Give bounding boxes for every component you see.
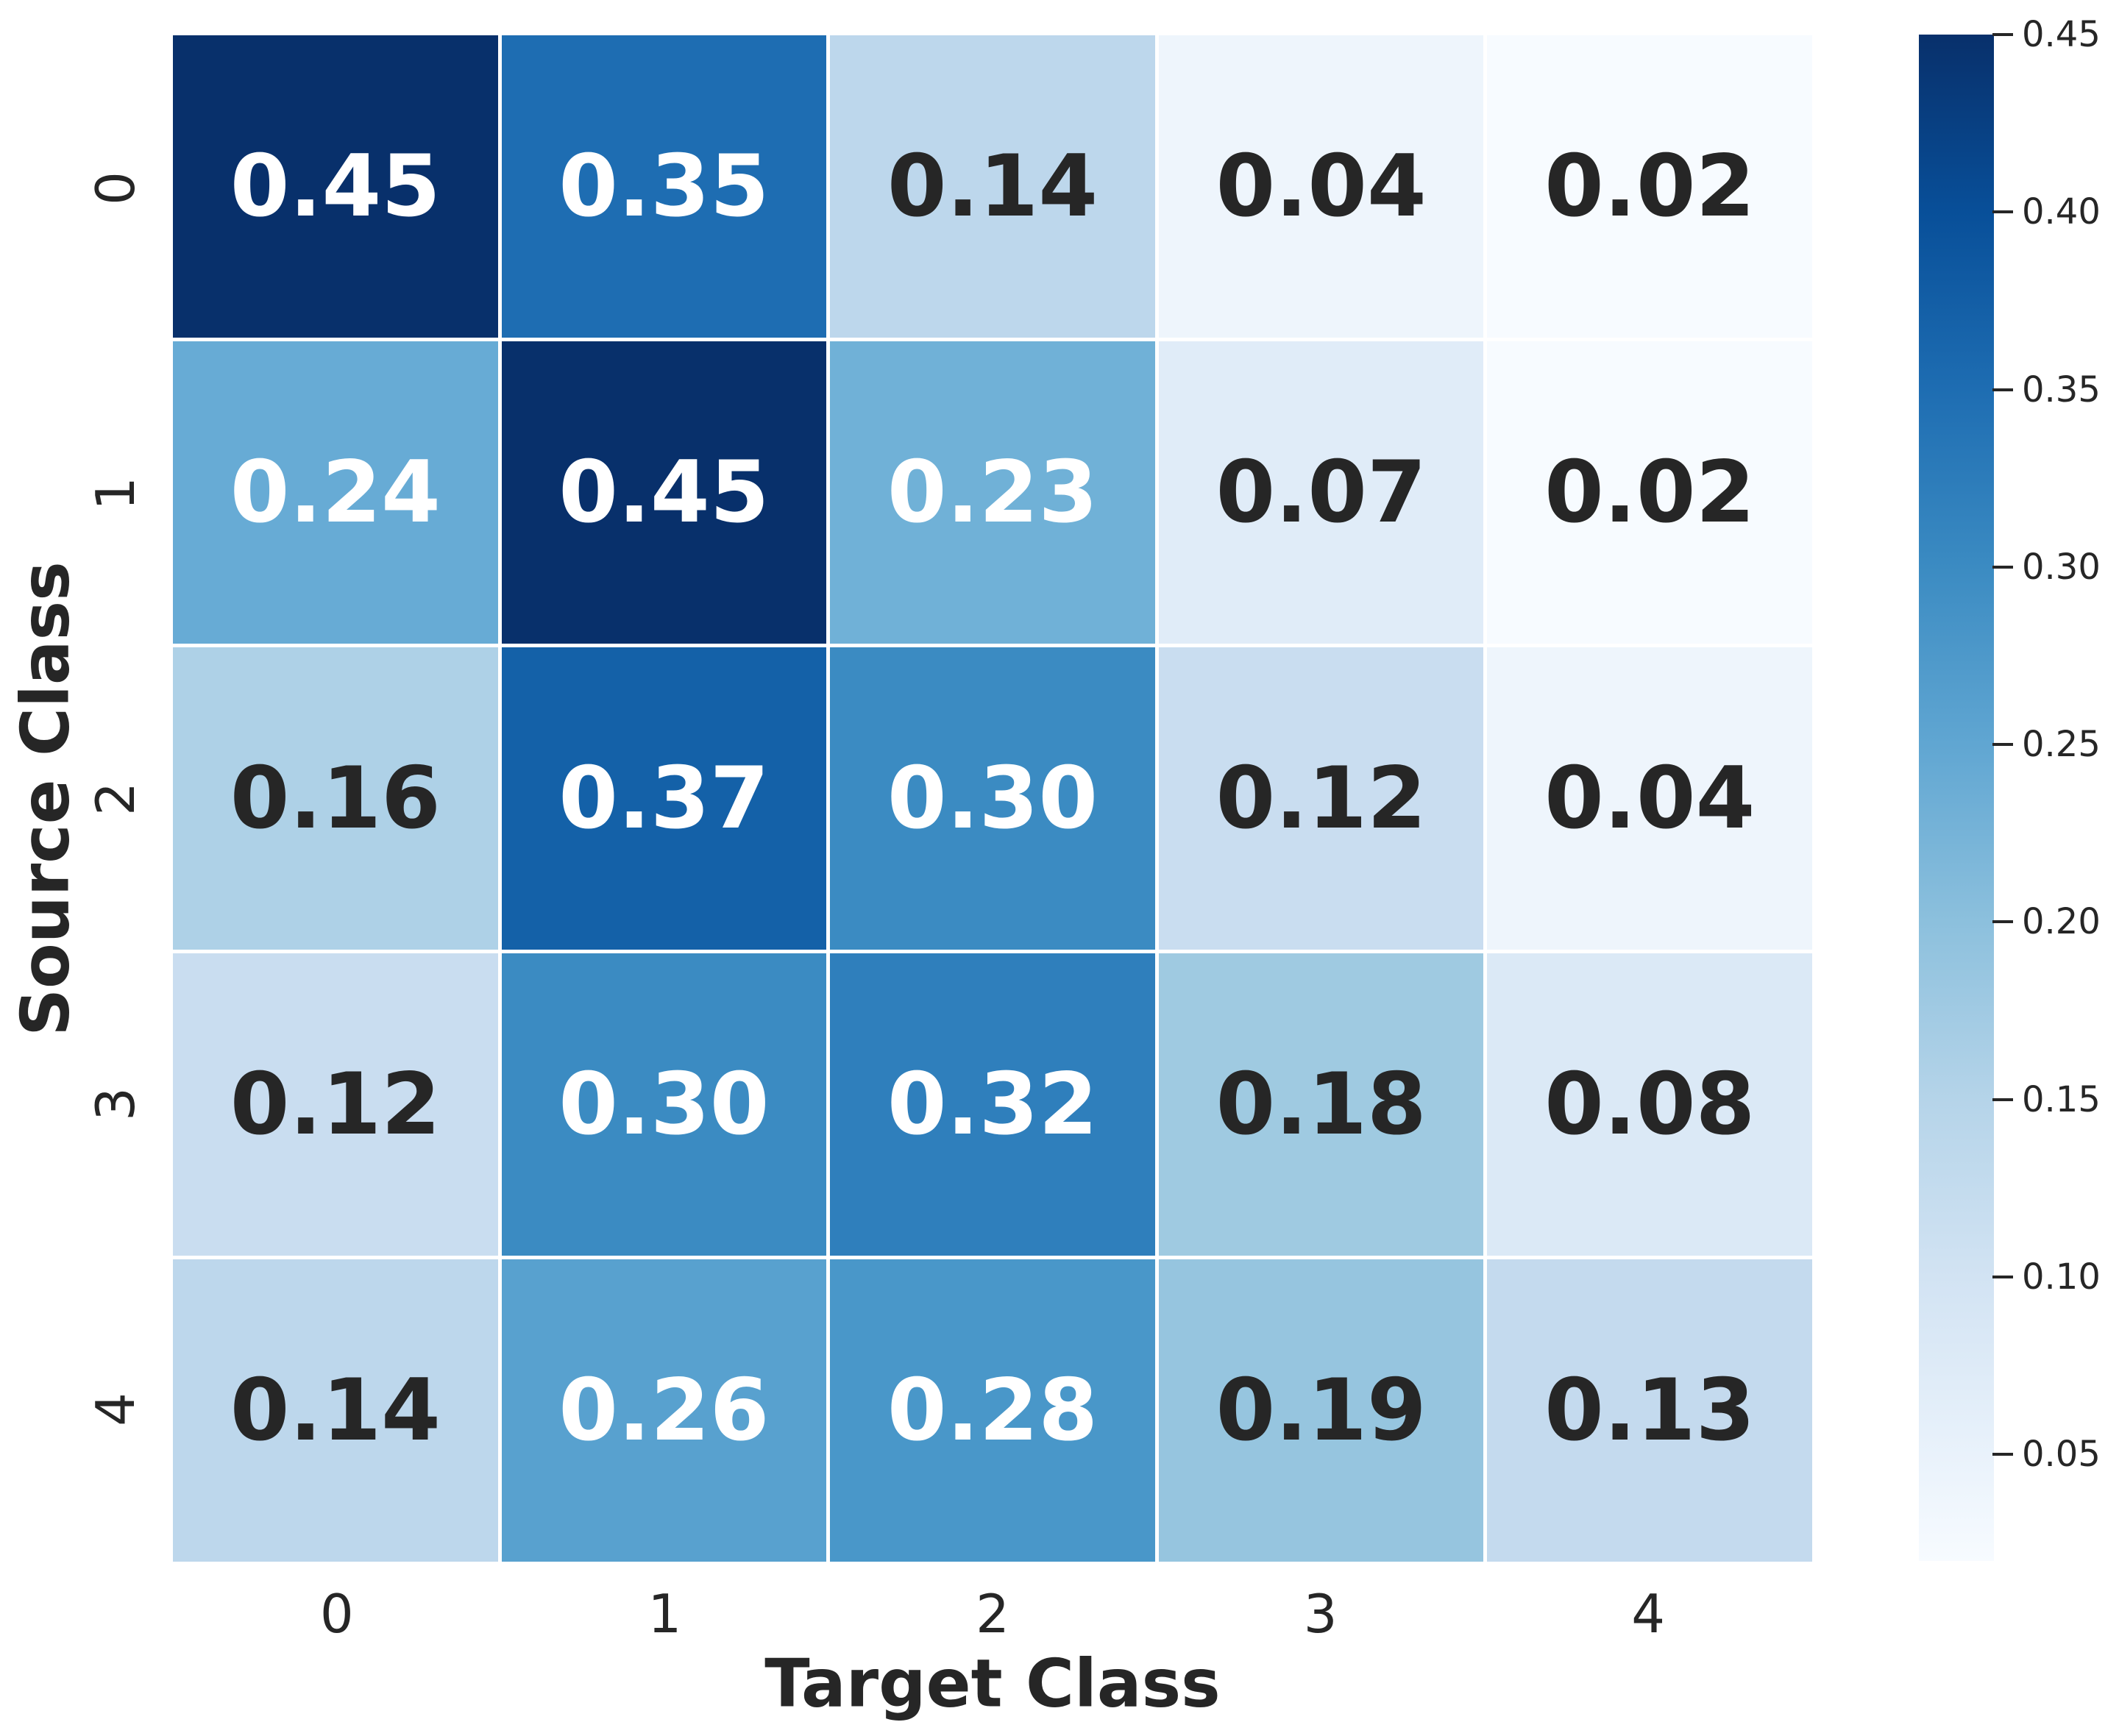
cell-value-label: 0.07 bbox=[1215, 442, 1427, 542]
colorbar-tick-label-0.10: 0.10 bbox=[2022, 1256, 2101, 1298]
heatmap-cell-r4c3: 0.19 bbox=[1158, 1259, 1484, 1562]
heatmap-cell-r0c4: 0.02 bbox=[1487, 35, 1812, 338]
cell-value-label: 0.24 bbox=[230, 442, 441, 542]
heatmap-grid: 0.45 0.35 0.14 0.04 0.02 0.24 0.45 0.23 0.07 0.02… bbox=[173, 35, 1812, 1562]
heatmap-cell-r2c3: 0.12 bbox=[1158, 647, 1484, 950]
cell-value-label: 0.12 bbox=[230, 1054, 441, 1154]
colorbar bbox=[1919, 35, 1994, 1561]
cell-value-label: 0.02 bbox=[1544, 442, 1756, 542]
heatmap-cell-r3c4: 0.08 bbox=[1487, 953, 1812, 1256]
heatmap-cell-r1c4: 0.02 bbox=[1487, 341, 1812, 644]
cell-value-label: 0.35 bbox=[558, 136, 770, 236]
heatmap-cell-r4c4: 0.13 bbox=[1487, 1259, 1812, 1562]
colorbar-tick-label-0.15: 0.15 bbox=[2022, 1078, 2101, 1120]
colorbar-tick-label-0.40: 0.40 bbox=[2022, 191, 2101, 233]
cell-value-label: 0.14 bbox=[887, 136, 1098, 236]
cell-value-label: 0.30 bbox=[558, 1054, 770, 1154]
heatmap-cell-r0c3: 0.04 bbox=[1158, 35, 1484, 338]
cell-value-label: 0.14 bbox=[230, 1360, 441, 1460]
colorbar-tick-label-0.30: 0.30 bbox=[2022, 546, 2101, 588]
colorbar-tick-mark-0.15 bbox=[1992, 1098, 2013, 1101]
cell-value-label: 0.23 bbox=[887, 442, 1098, 542]
heatmap-cell-r0c2: 0.14 bbox=[830, 35, 1155, 338]
heatmap-cell-r0c1: 0.35 bbox=[501, 35, 827, 338]
y-axis-label: Source Class bbox=[7, 561, 85, 1036]
colorbar-tick-mark-0.05 bbox=[1992, 1453, 2013, 1456]
colorbar-tick-mark-0.25 bbox=[1992, 743, 2013, 747]
heatmap-cell-r0c0: 0.45 bbox=[173, 35, 498, 338]
cell-value-label: 0.45 bbox=[558, 442, 770, 542]
cell-value-label: 0.32 bbox=[887, 1054, 1098, 1154]
x-tick-label-3: 3 bbox=[1303, 1583, 1338, 1645]
x-tick-label-4: 4 bbox=[1631, 1583, 1666, 1645]
heatmap-cell-r1c0: 0.24 bbox=[173, 341, 498, 644]
cell-value-label: 0.16 bbox=[230, 748, 441, 848]
x-tick-label-1: 1 bbox=[647, 1583, 682, 1645]
colorbar-tick-label-0.35: 0.35 bbox=[2022, 369, 2101, 410]
x-tick-label-2: 2 bbox=[976, 1583, 1009, 1645]
y-tick-label-1: 1 bbox=[85, 476, 146, 511]
cell-value-label: 0.04 bbox=[1544, 748, 1756, 848]
heatmap-cell-r3c1: 0.30 bbox=[501, 953, 827, 1256]
cell-value-label: 0.08 bbox=[1544, 1054, 1756, 1154]
x-axis-label: Target Class bbox=[764, 1645, 1221, 1723]
x-tick-label-0: 0 bbox=[319, 1583, 354, 1645]
heatmap-cell-r3c2: 0.32 bbox=[830, 953, 1155, 1256]
colorbar-tick-mark-0.35 bbox=[1992, 388, 2013, 391]
colorbar-tick-mark-0.20 bbox=[1992, 920, 2013, 924]
colorbar-tick-label-0.20: 0.20 bbox=[2022, 901, 2101, 943]
cell-value-label: 0.04 bbox=[1215, 136, 1427, 236]
cell-value-label: 0.02 bbox=[1544, 136, 1756, 236]
heatmap-cell-r2c1: 0.37 bbox=[501, 647, 827, 950]
heatmap-cell-r1c3: 0.07 bbox=[1158, 341, 1484, 644]
cell-value-label: 0.26 bbox=[558, 1360, 770, 1460]
y-tick-label-0: 0 bbox=[85, 171, 146, 205]
heatmap-cell-r1c2: 0.23 bbox=[830, 341, 1155, 644]
colorbar-tick-mark-0.10 bbox=[1992, 1275, 2013, 1278]
colorbar-tick-mark-0.40 bbox=[1992, 210, 2013, 214]
cell-value-label: 0.30 bbox=[887, 748, 1098, 848]
colorbar-tick-mark-0.30 bbox=[1992, 565, 2013, 569]
colorbar-tick-label-0.25: 0.25 bbox=[2022, 724, 2101, 766]
cell-value-label: 0.45 bbox=[230, 136, 441, 236]
heatmap-cell-r3c0: 0.12 bbox=[173, 953, 498, 1256]
heatmap-cell-r2c4: 0.04 bbox=[1487, 647, 1812, 950]
cell-value-label: 0.28 bbox=[887, 1360, 1098, 1460]
y-tick-label-3: 3 bbox=[85, 1086, 146, 1121]
cell-value-label: 0.19 bbox=[1215, 1360, 1427, 1460]
colorbar-tick-mark-0.45 bbox=[1992, 33, 2013, 36]
heatmap-cell-r4c0: 0.14 bbox=[173, 1259, 498, 1562]
heatmap-cell-r2c0: 0.16 bbox=[173, 647, 498, 950]
colorbar-tick-label-0.05: 0.05 bbox=[2022, 1434, 2101, 1476]
heatmap-cell-r4c1: 0.26 bbox=[501, 1259, 827, 1562]
y-tick-label-4: 4 bbox=[85, 1392, 146, 1426]
heatmap-cell-r4c2: 0.28 bbox=[830, 1259, 1155, 1562]
cell-value-label: 0.13 bbox=[1544, 1360, 1756, 1460]
colorbar-tick-label-0.45: 0.45 bbox=[2022, 14, 2101, 55]
heatmap-cell-r1c1: 0.45 bbox=[501, 341, 827, 644]
cell-value-label: 0.37 bbox=[558, 748, 770, 848]
cell-value-label: 0.12 bbox=[1215, 748, 1427, 848]
heatmap-cell-r3c3: 0.18 bbox=[1158, 953, 1484, 1256]
heatmap-cell-r2c2: 0.30 bbox=[830, 647, 1155, 950]
cell-value-label: 0.18 bbox=[1215, 1054, 1427, 1154]
y-tick-label-2: 2 bbox=[85, 781, 146, 816]
